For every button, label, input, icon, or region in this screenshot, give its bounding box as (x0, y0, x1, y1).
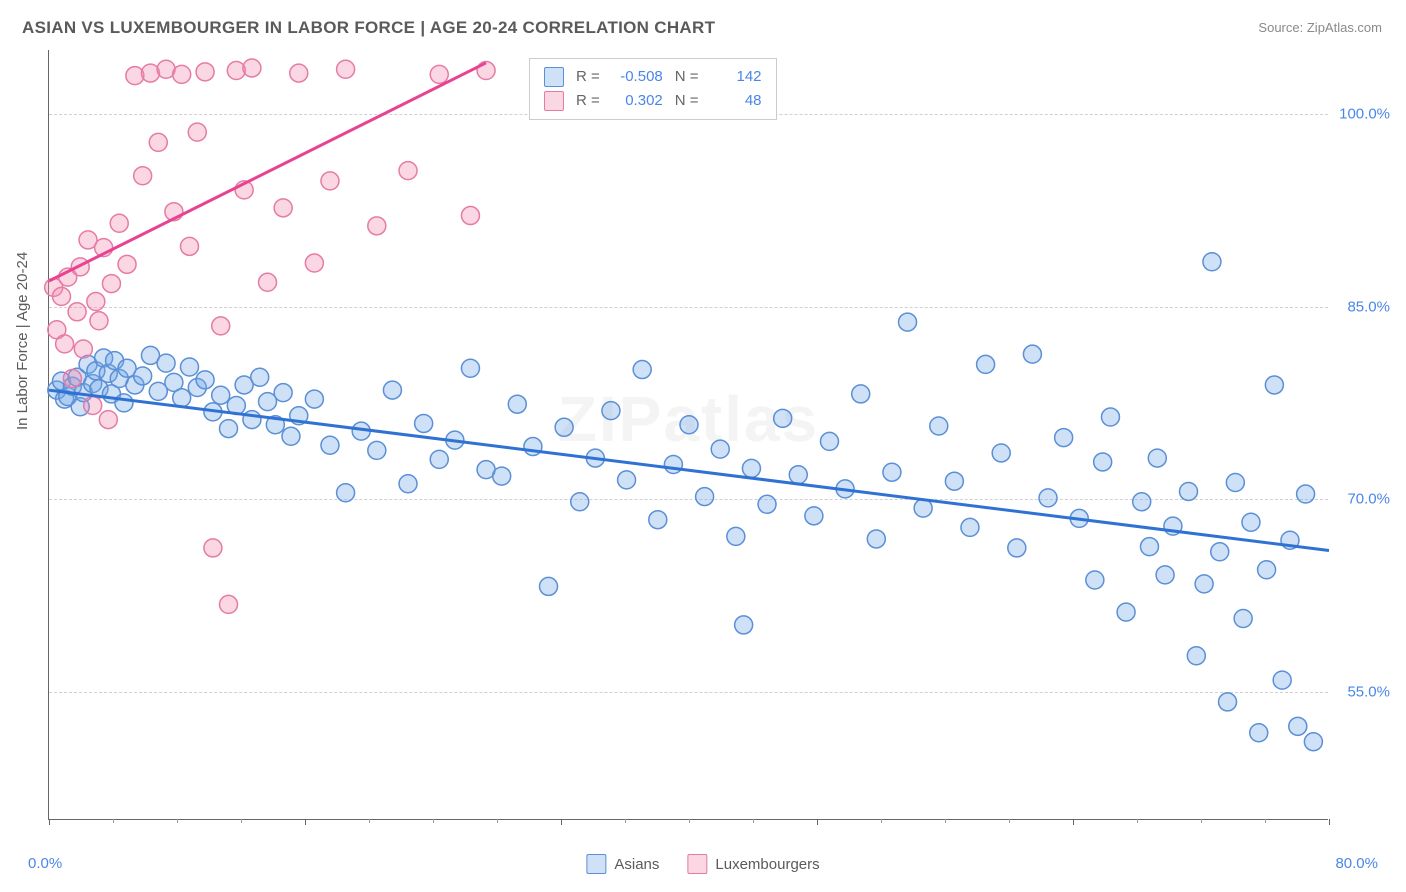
swatch-lux (544, 91, 564, 111)
swatch-asians (544, 67, 564, 87)
swatch-lux-icon (687, 854, 707, 874)
stats-legend: R = -0.508 N = 142 R = 0.302 N = 48 (529, 58, 777, 120)
legend-label-asians: Asians (614, 856, 659, 873)
n-value-lux: 48 (707, 89, 762, 113)
y-axis-label: In Labor Force | Age 20-24 (14, 252, 31, 430)
chart-title: ASIAN VS LUXEMBOURGER IN LABOR FORCE | A… (22, 18, 715, 38)
r-label: R = (576, 89, 600, 113)
r-label: R = (576, 65, 600, 89)
legend-item-lux[interactable]: Luxembourgers (687, 854, 819, 874)
source-attribution: Source: ZipAtlas.com (1258, 20, 1382, 35)
x-axis-left-label: 0.0% (28, 855, 62, 872)
r-value-lux: 0.302 (608, 89, 663, 113)
chart-container: ASIAN VS LUXEMBOURGER IN LABOR FORCE | A… (0, 0, 1406, 892)
stats-row-asians: R = -0.508 N = 142 (544, 65, 762, 89)
source-label: Source: (1258, 20, 1303, 35)
n-label: N = (675, 65, 699, 89)
source-link[interactable]: ZipAtlas.com (1307, 20, 1382, 35)
swatch-asians-icon (586, 854, 606, 874)
scatter-svg (49, 50, 1328, 819)
stats-row-lux: R = 0.302 N = 48 (544, 89, 762, 113)
n-value-asians: 142 (707, 65, 762, 89)
r-value-asians: -0.508 (608, 65, 663, 89)
legend-item-asians[interactable]: Asians (586, 854, 659, 874)
n-label: N = (675, 89, 699, 113)
series-legend: Asians Luxembourgers (586, 854, 819, 874)
x-axis-right-label: 80.0% (1335, 855, 1378, 872)
plot-area: ZIPatlas 55.0%70.0%85.0%100.0% R = -0.50… (48, 50, 1328, 820)
legend-label-lux: Luxembourgers (715, 856, 819, 873)
